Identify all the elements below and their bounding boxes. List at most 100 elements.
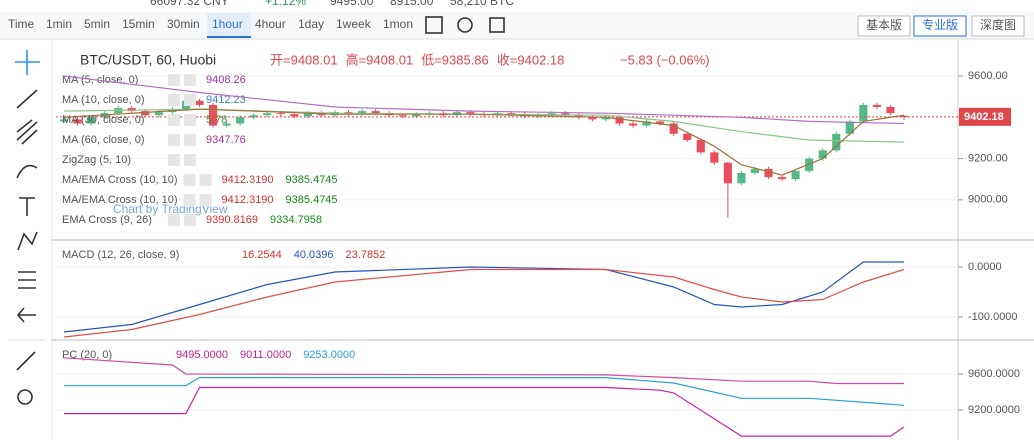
- interval-button[interactable]: 4hour: [255, 17, 286, 31]
- zoom-tool[interactable]: [17, 389, 33, 405]
- watermark: Chart by TradingView: [113, 202, 228, 216]
- indicator-close[interactable]: [184, 114, 196, 126]
- candle-body: [358, 111, 367, 115]
- candle-body: [791, 170, 800, 180]
- compare-icon[interactable]: [425, 16, 443, 34]
- indicator-line: [64, 377, 905, 406]
- candle-body: [59, 119, 69, 122]
- candle-body: [886, 106, 895, 114]
- indicator-close[interactable]: [184, 154, 196, 166]
- candle-body: [656, 121, 665, 124]
- candle-body: [222, 123, 231, 126]
- mode-button-bg[interactable]: [913, 15, 967, 37]
- crosshair-tool[interactable]: [15, 50, 40, 75]
- indicator-name: MA (10, close, 0): [62, 94, 145, 106]
- indicator-value: 9495.0000: [176, 349, 228, 361]
- indicator-name: MA/EMA Cross (10, 10): [62, 174, 178, 186]
- mode-button[interactable]: 专业版: [922, 17, 958, 32]
- sidebar-tools: [16, 89, 38, 405]
- interval-button[interactable]: 30min: [167, 17, 200, 31]
- mode-button[interactable]: 基本版: [866, 18, 902, 32]
- indicator-name: MACD (12, 26, close, 9): [62, 249, 179, 261]
- indicator-settings[interactable]: [168, 94, 180, 106]
- indicator-value: 9385.4745: [286, 194, 338, 206]
- indicator-settings[interactable]: [168, 214, 180, 226]
- candle-body: [371, 111, 380, 114]
- interval-button[interactable]: 1min: [46, 17, 72, 31]
- mode-button-bg[interactable]: [971, 15, 1025, 37]
- text-tool[interactable]: [19, 197, 35, 216]
- candle-body: [290, 114, 299, 117]
- indicator-settings[interactable]: [168, 154, 180, 166]
- candle-body: [398, 115, 407, 117]
- indicator-close[interactable]: [199, 194, 212, 206]
- pattern-tool[interactable]: [17, 231, 38, 251]
- indicator-settings[interactable]: [183, 174, 196, 186]
- indicator-line: [64, 386, 905, 437]
- candle-body: [73, 119, 82, 124]
- indicator-close[interactable]: [184, 134, 196, 146]
- interval-button[interactable]: 15min: [122, 17, 155, 31]
- interval-button[interactable]: 1day: [298, 17, 324, 31]
- settings-icon[interactable]: [457, 17, 473, 33]
- candle-body: [141, 111, 150, 116]
- fib-tool[interactable]: [16, 119, 38, 145]
- brush-tool[interactable]: [16, 164, 38, 179]
- selected-interval-bg: [207, 13, 251, 38]
- interval-button[interactable]: Time: [8, 17, 35, 31]
- indicator-value: 9253.0000: [303, 349, 355, 361]
- candle-body: [818, 150, 827, 159]
- mode-button[interactable]: 深度图: [980, 17, 1016, 32]
- ticker-info: +1.12%: [265, 0, 306, 8]
- prediction-tool[interactable]: [18, 271, 36, 289]
- candle-body: [574, 114, 583, 118]
- candle-body: [750, 168, 760, 174]
- indicator-value: 5.78: [206, 114, 227, 126]
- indicator-settings[interactable]: [168, 134, 180, 146]
- indicator-settings[interactable]: [168, 114, 180, 126]
- indicator-close[interactable]: [184, 94, 196, 106]
- candle-body: [845, 121, 854, 134]
- candle-body: [764, 168, 773, 178]
- candle-body: [872, 104, 881, 107]
- indicator-close[interactable]: [199, 174, 212, 186]
- candle-body: [249, 115, 258, 118]
- trend-line-tool[interactable]: [16, 89, 38, 109]
- interval-button[interactable]: 1week: [336, 17, 372, 31]
- candle-body: [263, 113, 272, 116]
- candle-body: [507, 113, 516, 115]
- ticker-info: 9495.00: [330, 0, 374, 8]
- candle-body: [628, 123, 638, 126]
- candle-body: [832, 133, 841, 151]
- indicator-value: 9385.4745: [286, 174, 338, 186]
- candle-body: [154, 112, 163, 116]
- interval-button[interactable]: 1mon: [383, 17, 413, 31]
- indicator-close[interactable]: [184, 74, 196, 86]
- interval-button[interactable]: 5min: [84, 17, 110, 31]
- measure-tool[interactable]: [16, 351, 36, 371]
- interval-button[interactable]: 1hour: [212, 17, 243, 31]
- fullscreen-icon[interactable]: [489, 17, 505, 33]
- candle-body: [737, 173, 746, 184]
- indicator-name: MA (30, close, 0): [62, 114, 145, 126]
- indicator-settings[interactable]: [183, 194, 196, 206]
- y-tick-label: 9600.00: [968, 70, 1008, 82]
- indicator-value: 9412.3190: [222, 174, 274, 186]
- candle-body: [859, 104, 868, 122]
- candle-body: [642, 121, 651, 126]
- y-tick-label: 0.0000: [968, 261, 1002, 273]
- indicator-line: [63, 357, 904, 385]
- indicator-name: MA/EMA Cross (10, 10): [62, 194, 178, 206]
- indicator-line: [63, 261, 904, 333]
- back-tool[interactable]: [16, 307, 36, 323]
- indicator-close[interactable]: [184, 214, 196, 226]
- indicator-settings[interactable]: [168, 74, 180, 86]
- ohlc-readout: 收=9402.18: [497, 52, 565, 67]
- indicator-value: 9408.26: [206, 74, 246, 86]
- indicator-name: MA (60, close, 0): [62, 134, 145, 146]
- last-price-tag: [959, 107, 1011, 126]
- mode-button-bg[interactable]: [857, 15, 911, 37]
- indicator-value: 9334.7958: [270, 214, 322, 226]
